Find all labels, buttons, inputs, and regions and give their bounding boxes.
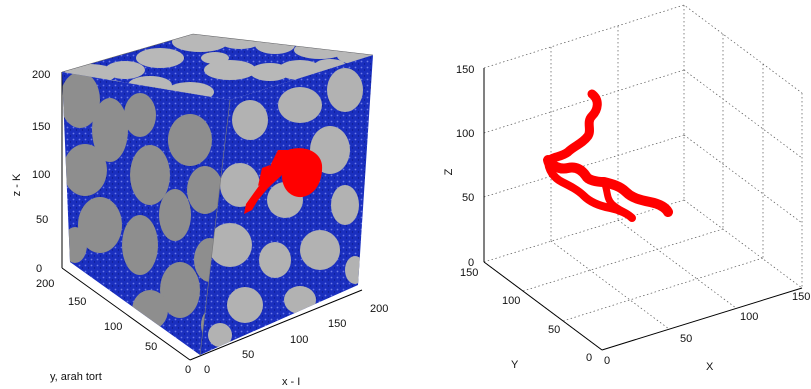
z-tick-label: 50 [462,192,474,204]
z-axis-label: Z [443,168,455,175]
z-tick-label: 100 [456,128,474,140]
grid [483,4,803,351]
x-tick-label: 200 [370,303,388,315]
x-tick-labels: 0 0 50 100 150 200 [185,303,388,376]
z-tick-label: 150 [456,64,474,76]
z-tick-label: 100 [32,169,50,181]
origin-tick-label: 0 [185,364,191,376]
z-tick-label: 50 [36,214,48,226]
x-axis-line [189,289,363,361]
cube-back-edge [61,33,374,73]
x-tick-label: 50 [680,333,692,345]
y-tick-label: 150 [460,267,478,279]
x-axis-label: X [706,361,714,373]
y-tick-label: 100 [502,295,520,307]
z-axis-label: z - K [11,173,23,196]
right-face-grains [208,68,365,347]
x-tick-label: 150 [792,291,810,303]
x-tick-label: 0 [204,364,210,376]
x-tick-label: 100 [740,311,758,323]
x-tick-label: 0 [604,355,610,367]
y-tick-label: 0 [586,352,592,364]
y-axis-line [61,267,191,361]
x-axis-label: x - I [282,376,300,388]
cube-front-edge [199,99,231,356]
z-tick-label: 200 [32,69,50,81]
tortuous-path-panel: 0 50 100 150 Z 150 100 50 0 Y 0 50 100 1… [443,4,810,373]
y-axis-line [483,261,603,351]
y-axis-label: Y [511,359,519,371]
y-tick-label: 100 [104,321,122,333]
x-axis-line [601,287,803,351]
z-tick-label: 150 [32,121,50,133]
x-tick-label: 50 [242,349,254,361]
y-axis-label: y, arah tort [50,371,102,383]
percolation-path-3d [244,148,323,214]
z-tick-labels: 0 50 100 150 200 [32,69,50,275]
x-tick-label: 100 [290,334,308,346]
z-tick-label: 0 [468,257,474,269]
y-tick-label: 50 [548,324,560,336]
tortuous-path-line [543,89,673,222]
y-tick-labels: 150 100 50 0 [460,267,592,364]
y-tick-labels: 200 150 100 50 [36,278,157,353]
z-tick-labels: 0 50 100 150 [456,64,474,269]
x-tick-labels: 0 50 100 150 [604,291,810,367]
x-tick-label: 150 [328,318,346,330]
y-tick-label: 50 [145,341,157,353]
porous-cube-panel: 0 50 100 150 200 z - K 200 150 100 50 y,… [11,33,388,388]
y-tick-label: 200 [36,278,54,290]
z-tick-label: 0 [36,263,42,275]
y-tick-label: 150 [68,296,86,308]
